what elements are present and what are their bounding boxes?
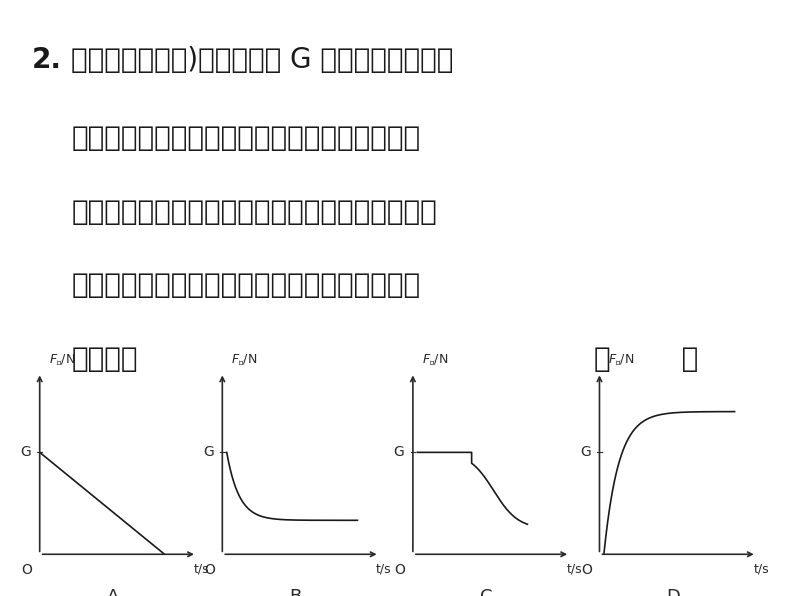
Text: $F_{浮}$/N: $F_{浮}$/N — [231, 352, 257, 367]
Text: G: G — [202, 445, 214, 460]
Text: $F_{浮}$/N: $F_{浮}$/N — [48, 352, 75, 367]
Text: D: D — [666, 588, 680, 596]
Text: 水，当鸡蛋下沉至杯底静止时停止加水，下列各图: 水，当鸡蛋下沉至杯底静止时停止加水，下列各图 — [71, 198, 437, 225]
Text: 关系的是: 关系的是 — [71, 344, 138, 372]
Text: O: O — [204, 563, 215, 577]
Text: 盐水的杯中，鸡蛋漂浮，然后逐渐向杯中加入清: 盐水的杯中，鸡蛋漂浮，然后逐渐向杯中加入清 — [71, 124, 421, 152]
Text: O: O — [395, 563, 406, 577]
Text: G: G — [580, 445, 591, 460]
Text: G: G — [393, 445, 404, 460]
Text: A: A — [107, 588, 119, 596]
Text: B: B — [290, 588, 302, 596]
Text: C: C — [480, 588, 492, 596]
Text: 中的图像能粗略描述这个过程中浮力随时间变化: 中的图像能粗略描述这个过程中浮力随时间变化 — [71, 271, 421, 299]
Text: 2.: 2. — [32, 46, 62, 74]
Text: t/s: t/s — [194, 563, 209, 576]
Text: G: G — [20, 445, 31, 460]
Text: t/s: t/s — [754, 563, 769, 576]
Text: O: O — [21, 563, 33, 577]
Text: O: O — [581, 563, 592, 577]
Text: $F_{浮}$/N: $F_{浮}$/N — [422, 352, 448, 367]
Text: t/s: t/s — [376, 563, 391, 576]
Text: （习水五中月考)将一个重为 G 的鸡蛋放进盛有浓: （习水五中月考)将一个重为 G 的鸡蛋放进盛有浓 — [71, 46, 454, 74]
Text: $F_{浮}$/N: $F_{浮}$/N — [608, 352, 634, 367]
Text: （        ）: （ ） — [595, 344, 699, 372]
Text: t/s: t/s — [567, 563, 582, 576]
